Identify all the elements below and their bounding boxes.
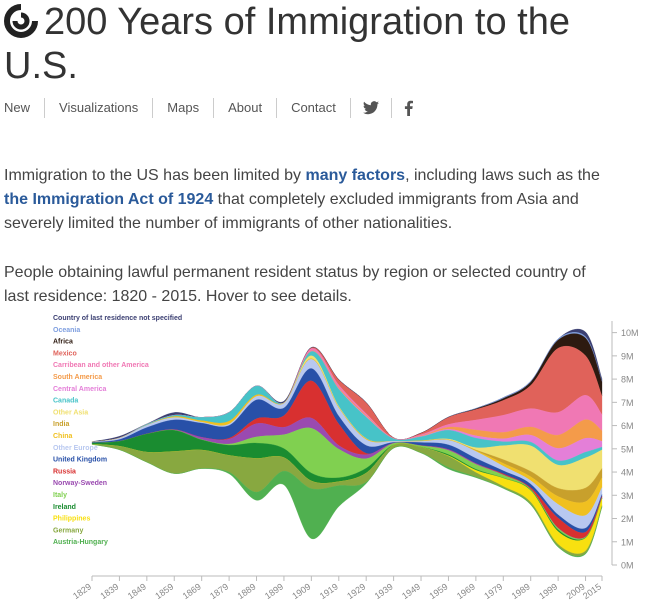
x-tick-label: 1989 (510, 581, 532, 600)
legend-label: Philippines (53, 516, 90, 523)
twitter-icon[interactable] (349, 98, 391, 118)
legend-label: Central America (53, 386, 107, 393)
x-tick-label: 1909 (290, 581, 312, 600)
legend-label: Africa (53, 339, 73, 346)
legend-label: Mexico (53, 350, 77, 357)
logo[interactable] (4, 4, 38, 38)
x-tick-label: 1969 (455, 581, 477, 600)
legend-label: Russia (53, 468, 76, 475)
x-tick-label: 1929 (345, 581, 367, 600)
legend-label: South America (53, 374, 102, 381)
nav-link[interactable]: Contact (276, 98, 350, 118)
y-tick-label: 3M (621, 491, 634, 501)
title-row: 200 Years of Immigration to the U.S. (4, 0, 604, 88)
x-tick-label: 1849 (126, 581, 148, 600)
text: Immigration to the US has been limited b… (4, 167, 306, 184)
text: , including laws such as the (405, 167, 600, 184)
legend-label: Other Europe (53, 445, 98, 452)
nav-link[interactable]: New (4, 100, 31, 115)
legend-label: Ireland (53, 504, 76, 511)
x-tick-label: 1869 (181, 581, 203, 600)
x-tick-label: 1919 (318, 581, 340, 600)
x-tick-label: 2015 (581, 581, 603, 600)
nav-link[interactable]: About (213, 98, 276, 118)
legend-label: China (53, 433, 73, 440)
y-tick-label: 6M (621, 421, 634, 431)
nav-link[interactable]: Maps (152, 98, 213, 118)
text: that completely excluded immigrants from… (4, 191, 579, 232)
intro-paragraph: Immigration to the US has been limited b… (4, 164, 604, 236)
y-tick-label: 1M (621, 537, 634, 547)
x-tick-label: 1879 (208, 581, 230, 600)
legend-label: Italy (53, 492, 67, 499)
legend-label: Germany (53, 527, 83, 534)
caption: People obtaining lawful permanent reside… (4, 264, 586, 305)
x-tick-label: 1979 (482, 581, 504, 600)
legend-label: Other Asia (53, 409, 88, 416)
y-tick-label: 5M (621, 444, 634, 454)
legend-label: Country of last residence not specified (53, 315, 182, 322)
x-tick-label: 1899 (263, 581, 285, 600)
legend-label: Oceania (53, 327, 80, 334)
stream-layer (91, 444, 603, 558)
y-tick-label: 10M (621, 328, 639, 338)
y-tick-label: 4M (621, 468, 634, 478)
x-tick-label: 1959 (427, 581, 449, 600)
legend-label: Norway-Sweden (53, 480, 107, 487)
legend-label: Austria-Hungary (53, 539, 108, 546)
header: 200 Years of Immigration to the U.S. (4, 0, 604, 88)
y-tick-label: 7M (621, 398, 634, 408)
x-tick-label: 1859 (153, 581, 175, 600)
y-tick-label: 0M (621, 561, 634, 571)
y-tick-label: 8M (621, 375, 634, 385)
legend-label: Carribean and other America (53, 362, 149, 369)
x-tick-label: 1949 (400, 581, 422, 600)
legend-label: Canada (53, 398, 78, 405)
link[interactable]: the Immigration Act of 1924 (4, 191, 214, 208)
y-tick-label: 9M (621, 351, 634, 361)
y-tick-label: 2M (621, 514, 634, 524)
chart: 0M 1M 2M 3M 4M 5M 6M 7M 8M 9M 10M 1829 1839 1849 1859 1… (53, 315, 639, 600)
link[interactable]: many factors (305, 167, 406, 184)
x-tick-label: 1829 (71, 581, 93, 600)
facebook-icon[interactable] (390, 98, 425, 118)
x-tick-label: 1889 (236, 581, 258, 600)
nav: New Visualizations Maps About Contact (4, 98, 425, 118)
x-tick-label: 1999 (537, 581, 559, 600)
x-tick-label: 1939 (373, 581, 395, 600)
x-tick-label: 1839 (98, 581, 120, 600)
nav-link[interactable]: Visualizations (44, 98, 152, 118)
legend-label: India (53, 421, 69, 428)
site-title: 200 Years of Immigration to the U.S. (4, 1, 570, 87)
legend-label: United Kingdom (53, 457, 107, 464)
